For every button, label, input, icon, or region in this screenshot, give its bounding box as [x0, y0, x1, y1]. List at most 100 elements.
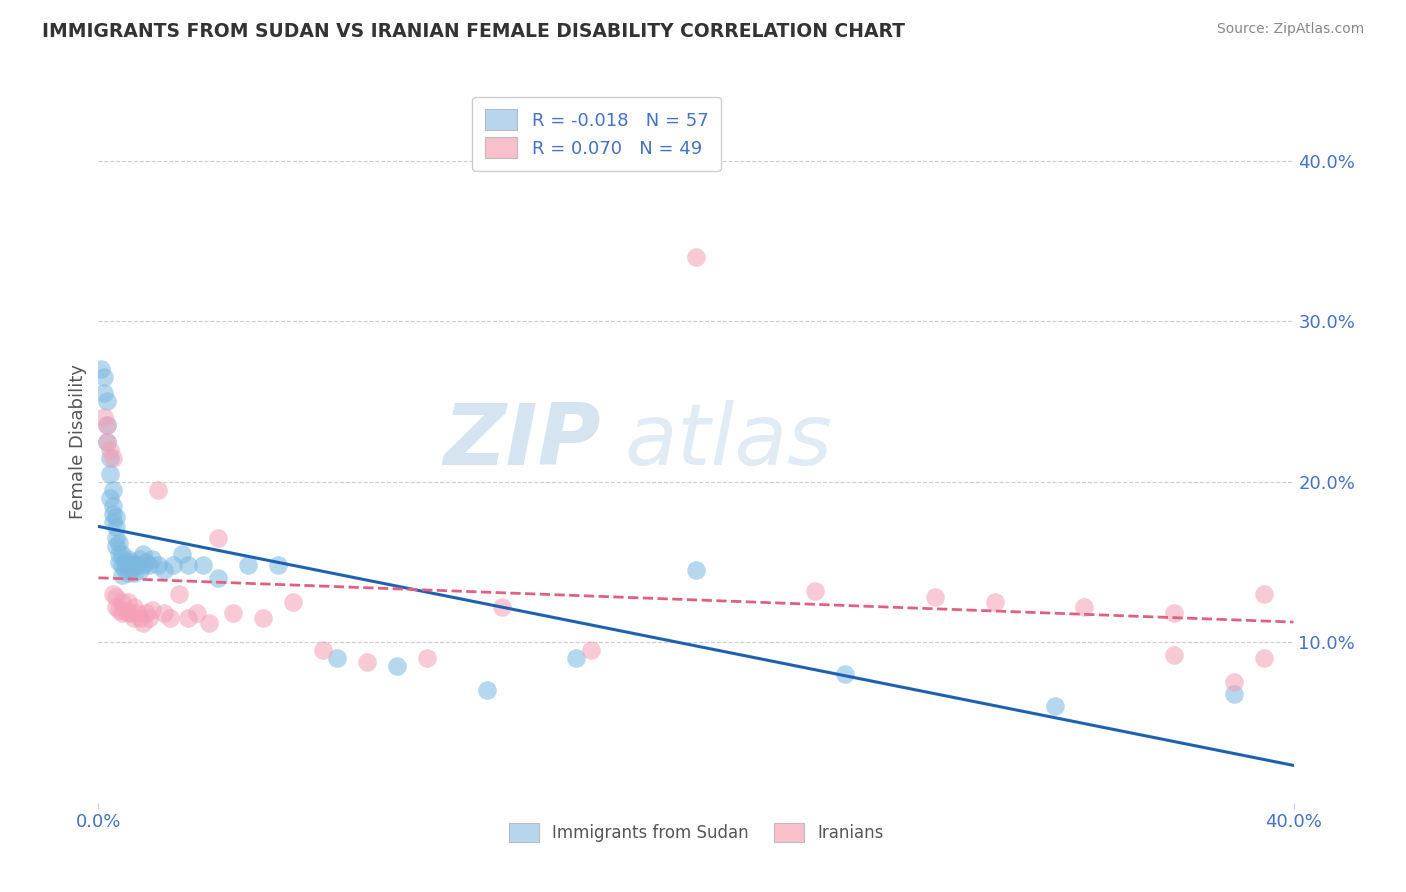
Text: Source: ZipAtlas.com: Source: ZipAtlas.com [1216, 22, 1364, 37]
Point [356, 655, 378, 669]
Point [105, 519, 128, 533]
Point [177, 611, 200, 625]
Point [132, 558, 155, 573]
Point [172, 547, 194, 561]
Point [117, 551, 139, 566]
Point [98, 467, 122, 481]
Point [105, 599, 128, 614]
Point [111, 567, 134, 582]
Point [1253, 587, 1275, 601]
Point [385, 659, 409, 673]
Point [111, 607, 134, 621]
Point [1163, 648, 1185, 662]
Point [129, 611, 152, 625]
Point [491, 599, 513, 614]
Point [108, 547, 131, 561]
Point [135, 607, 157, 621]
Point [984, 595, 1007, 609]
Point [804, 583, 827, 598]
Point [111, 595, 134, 609]
Point [117, 595, 139, 609]
Point [114, 555, 136, 569]
Point [135, 555, 157, 569]
Text: ZIP: ZIP [443, 400, 600, 483]
Point [103, 587, 125, 601]
Point [177, 558, 200, 573]
Point [141, 551, 163, 566]
Point [132, 547, 155, 561]
Point [1223, 675, 1246, 690]
Point [96, 434, 118, 449]
Point [416, 651, 439, 665]
Point [103, 483, 125, 497]
Point [108, 555, 131, 569]
Point [565, 651, 588, 665]
Text: IMMIGRANTS FROM SUDAN VS IRANIAN FEMALE DISABILITY CORRELATION CHART: IMMIGRANTS FROM SUDAN VS IRANIAN FEMALE … [42, 22, 905, 41]
Point [1223, 687, 1246, 701]
Point [103, 499, 125, 513]
Text: atlas: atlas [624, 400, 832, 483]
Point [114, 603, 136, 617]
Point [96, 394, 118, 409]
Point [124, 566, 146, 581]
Point [153, 607, 176, 621]
Point [138, 558, 160, 573]
Point [326, 651, 349, 665]
Point [108, 603, 131, 617]
Point [96, 418, 118, 433]
Point [108, 535, 131, 549]
Point [127, 607, 149, 621]
Point [98, 442, 122, 457]
Point [111, 558, 134, 573]
Point [98, 450, 122, 465]
Point [93, 386, 115, 401]
Point [105, 539, 128, 553]
Point [103, 450, 125, 465]
Point [129, 563, 152, 577]
Point [96, 434, 118, 449]
Point [236, 558, 259, 573]
Point [191, 558, 214, 573]
Point [96, 418, 118, 433]
Point [138, 611, 160, 625]
Point [281, 595, 304, 609]
Point [581, 643, 603, 657]
Point [105, 531, 128, 545]
Point [1163, 607, 1185, 621]
Point [685, 563, 707, 577]
Point [162, 558, 184, 573]
Point [103, 515, 125, 529]
Point [141, 603, 163, 617]
Point [159, 611, 181, 625]
Point [114, 563, 136, 577]
Point [198, 615, 221, 630]
Point [1073, 599, 1095, 614]
Point [252, 611, 274, 625]
Point [103, 507, 125, 521]
Point [834, 667, 856, 681]
Point [148, 558, 170, 573]
Point [222, 607, 245, 621]
Point [98, 491, 122, 505]
Point [685, 250, 707, 264]
Point [105, 510, 128, 524]
Point [93, 370, 115, 384]
Point [120, 563, 142, 577]
Point [117, 558, 139, 573]
Point [90, 362, 112, 376]
Point [129, 551, 152, 566]
Point [93, 410, 115, 425]
Point [207, 571, 229, 585]
Legend: Immigrants from Sudan, Iranians: Immigrants from Sudan, Iranians [502, 816, 890, 848]
Point [186, 607, 208, 621]
Point [117, 566, 139, 581]
Point [167, 587, 190, 601]
Point [124, 558, 146, 573]
Point [124, 611, 146, 625]
Point [267, 558, 290, 573]
Point [148, 483, 170, 497]
Point [207, 531, 229, 545]
Point [105, 591, 128, 605]
Point [120, 607, 142, 621]
Point [132, 615, 155, 630]
